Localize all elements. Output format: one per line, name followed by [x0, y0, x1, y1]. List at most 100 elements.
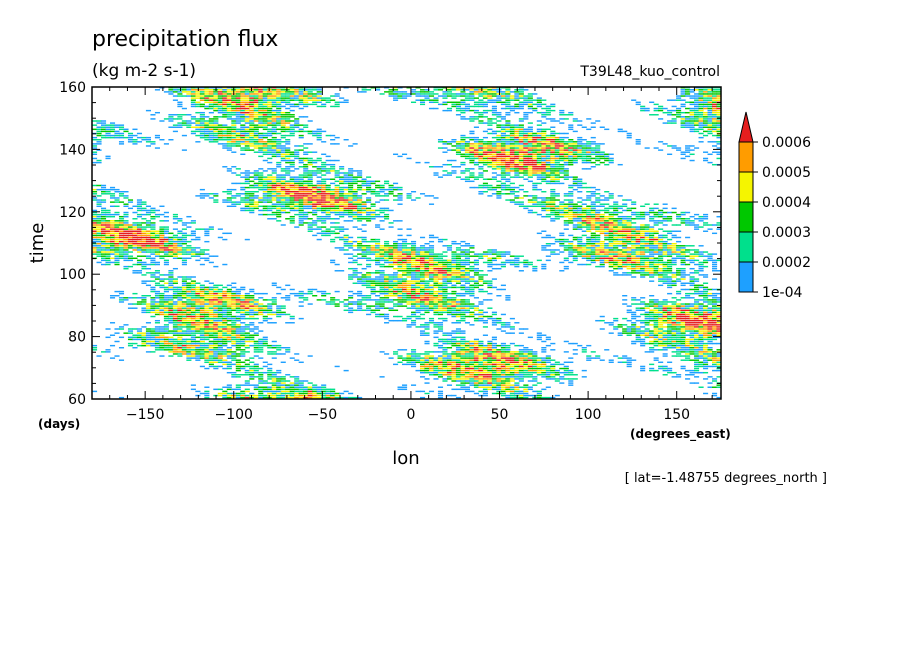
heatmap-cell [703, 251, 709, 253]
heatmap-cell [208, 342, 214, 345]
heatmap-cell [186, 290, 192, 293]
heatmap-cell [168, 351, 174, 353]
heatmap-cell [716, 355, 721, 357]
heatmap-cell [667, 276, 673, 278]
heatmap-cell [109, 257, 116, 260]
heatmap-cell [487, 299, 493, 301]
heatmap-cell [397, 247, 403, 249]
heatmap-cell [96, 245, 102, 247]
heatmap-cell [168, 232, 174, 235]
heatmap-cell [671, 344, 677, 347]
heatmap-cell [455, 253, 462, 255]
heatmap-cell [100, 257, 107, 260]
heatmap-cell [509, 326, 515, 328]
heatmap-cell [685, 334, 691, 336]
heatmap-cell [451, 309, 457, 312]
heatmap-cell [366, 272, 372, 274]
heatmap-cell [366, 257, 372, 260]
heatmap-cell [586, 263, 592, 266]
heatmap-cell [312, 220, 318, 222]
heatmap-cell [550, 253, 556, 255]
heatmap-cell [375, 313, 381, 316]
heatmap-cell [563, 222, 569, 224]
heatmap-cell [667, 305, 673, 307]
heatmap-cell [487, 340, 493, 343]
heatmap-cell [563, 378, 569, 380]
heatmap-cell [617, 249, 623, 251]
heatmap-cell [357, 299, 363, 301]
heatmap-cell [415, 301, 421, 303]
heatmap-cell [455, 378, 462, 380]
heatmap-cell [482, 378, 488, 380]
heatmap-cell [667, 286, 673, 289]
heatmap-cell [622, 228, 628, 230]
heatmap-cell [127, 328, 134, 330]
heatmap-cell [150, 215, 156, 218]
heatmap-cell [541, 371, 547, 374]
heatmap-cell [505, 369, 511, 372]
heatmap-cell [433, 311, 439, 314]
heatmap-cell [294, 392, 300, 395]
heatmap-cell [307, 396, 313, 399]
heatmap-cell [168, 282, 174, 284]
heatmap-cell [464, 282, 470, 284]
heatmap-cell [109, 322, 116, 324]
heatmap-cell [586, 224, 592, 226]
heatmap-cell [442, 292, 448, 295]
heatmap-cell [181, 353, 187, 355]
heatmap-cell [640, 342, 646, 345]
heatmap-cell [500, 376, 506, 378]
heatmap-cell [473, 355, 479, 357]
heatmap-cell [613, 259, 619, 262]
heatmap-cell [154, 301, 160, 303]
heatmap-cell [267, 369, 273, 372]
heatmap-cell [186, 249, 192, 251]
heatmap-cell [716, 313, 721, 316]
heatmap-cell [478, 319, 484, 322]
heatmap-cell [613, 220, 619, 222]
heatmap-cell [545, 249, 551, 251]
heatmap-cell [550, 249, 556, 251]
heatmap-cell [703, 371, 709, 374]
heatmap-cell [554, 371, 560, 374]
heatmap-cell [437, 278, 444, 280]
heatmap-cell [676, 230, 682, 232]
heatmap-cell [334, 228, 340, 230]
heatmap-cell [469, 359, 475, 361]
heatmap-cell [604, 245, 610, 247]
heatmap-cell [397, 357, 403, 359]
heatmap-cell [370, 286, 376, 289]
heatmap-cell [473, 392, 479, 395]
heatmap-cell [379, 301, 385, 303]
heatmap-cell [226, 295, 232, 297]
heatmap-cell [415, 361, 421, 364]
heatmap-cell [100, 226, 107, 228]
heatmap-cell [204, 338, 210, 341]
heatmap-cell [676, 328, 682, 330]
heatmap-cell [172, 338, 178, 341]
heatmap-cell [388, 274, 394, 276]
heatmap-cell [154, 253, 160, 255]
heatmap-cell [208, 292, 214, 295]
heatmap-cell [240, 297, 246, 299]
heatmap-cell [100, 351, 107, 353]
heatmap-cell [100, 232, 107, 235]
heatmap-cell [235, 319, 241, 322]
heatmap-cell [348, 253, 354, 255]
heatmap-cell [599, 255, 605, 257]
heatmap-cell [150, 344, 156, 347]
heatmap-cell [649, 301, 655, 303]
heatmap-cell [491, 388, 497, 391]
heatmap-cell [478, 353, 484, 355]
heatmap-cell [222, 301, 228, 303]
heatmap-cell [249, 374, 255, 376]
heatmap-cell [267, 307, 273, 309]
heatmap-cell [96, 228, 102, 230]
heatmap-cell [172, 257, 178, 260]
heatmap-cell [653, 257, 659, 260]
heatmap-cell [712, 253, 718, 255]
heatmap-cell [487, 386, 493, 388]
heatmap-cell [712, 313, 718, 316]
heatmap-cell [397, 251, 403, 253]
heatmap-cell [473, 347, 479, 349]
